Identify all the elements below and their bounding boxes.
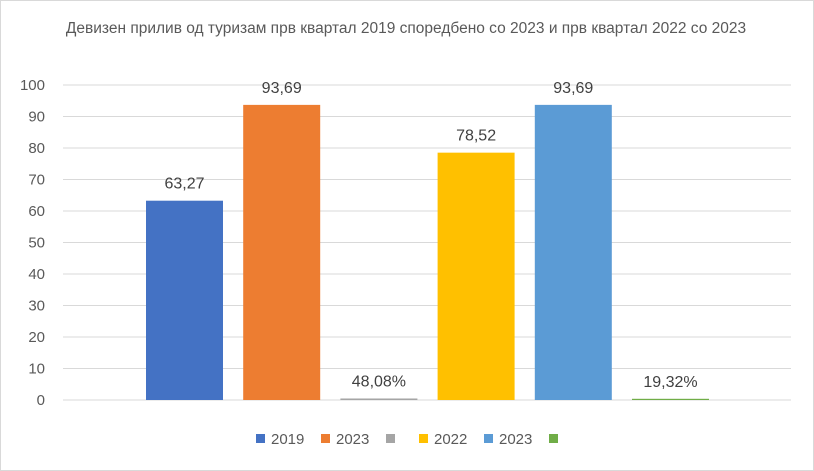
data-label: 48,08%	[352, 373, 406, 390]
y-tick-label: 30	[28, 298, 45, 315]
legend-label: 2023	[336, 431, 369, 448]
chart-title: Девизен прилив од туризам прв квартал 20…	[65, 20, 747, 37]
legend-swatch	[386, 434, 395, 443]
bars	[146, 104, 709, 401]
legend-label: 2023	[499, 431, 532, 448]
y-tick-label: 70	[28, 172, 45, 189]
y-tick-label: 100	[20, 77, 45, 94]
legend-swatch	[321, 434, 330, 443]
legend-swatch	[419, 434, 428, 443]
legend: 2019 2023 2022 2023	[256, 431, 558, 448]
data-labels: 63,27 93,69 48,08% 78,52 93,69 19,32%	[164, 80, 697, 391]
y-tick-label: 20	[28, 329, 45, 346]
bar-5	[534, 104, 612, 401]
data-label: 78,52	[456, 128, 496, 145]
y-tick-label: 60	[28, 203, 45, 220]
data-label: 63,27	[164, 176, 204, 193]
y-tick-label: 80	[28, 140, 45, 157]
bar-4	[437, 152, 515, 400]
data-label: 93,69	[553, 80, 593, 97]
y-tick-label: 90	[28, 109, 45, 126]
bar-1	[146, 200, 223, 400]
data-label: 19,32%	[643, 374, 697, 391]
bar-3	[340, 398, 418, 400]
data-label: 93,69	[262, 80, 302, 97]
y-axis-ticks: 0 10 20 30 40 50 60 70 80 90 100	[20, 77, 45, 409]
legend-label: 2022	[434, 431, 467, 448]
legend-swatch	[256, 434, 265, 443]
legend-label: 2019	[271, 431, 304, 448]
y-tick-label: 0	[37, 392, 45, 409]
y-tick-label: 10	[28, 361, 45, 378]
legend-swatch	[549, 434, 558, 443]
y-tick-label: 40	[28, 266, 45, 283]
y-tick-label: 50	[28, 235, 45, 252]
gridlines	[63, 84, 791, 401]
bar-6	[632, 398, 709, 400]
bar-2	[243, 104, 321, 401]
legend-swatch	[484, 434, 493, 443]
